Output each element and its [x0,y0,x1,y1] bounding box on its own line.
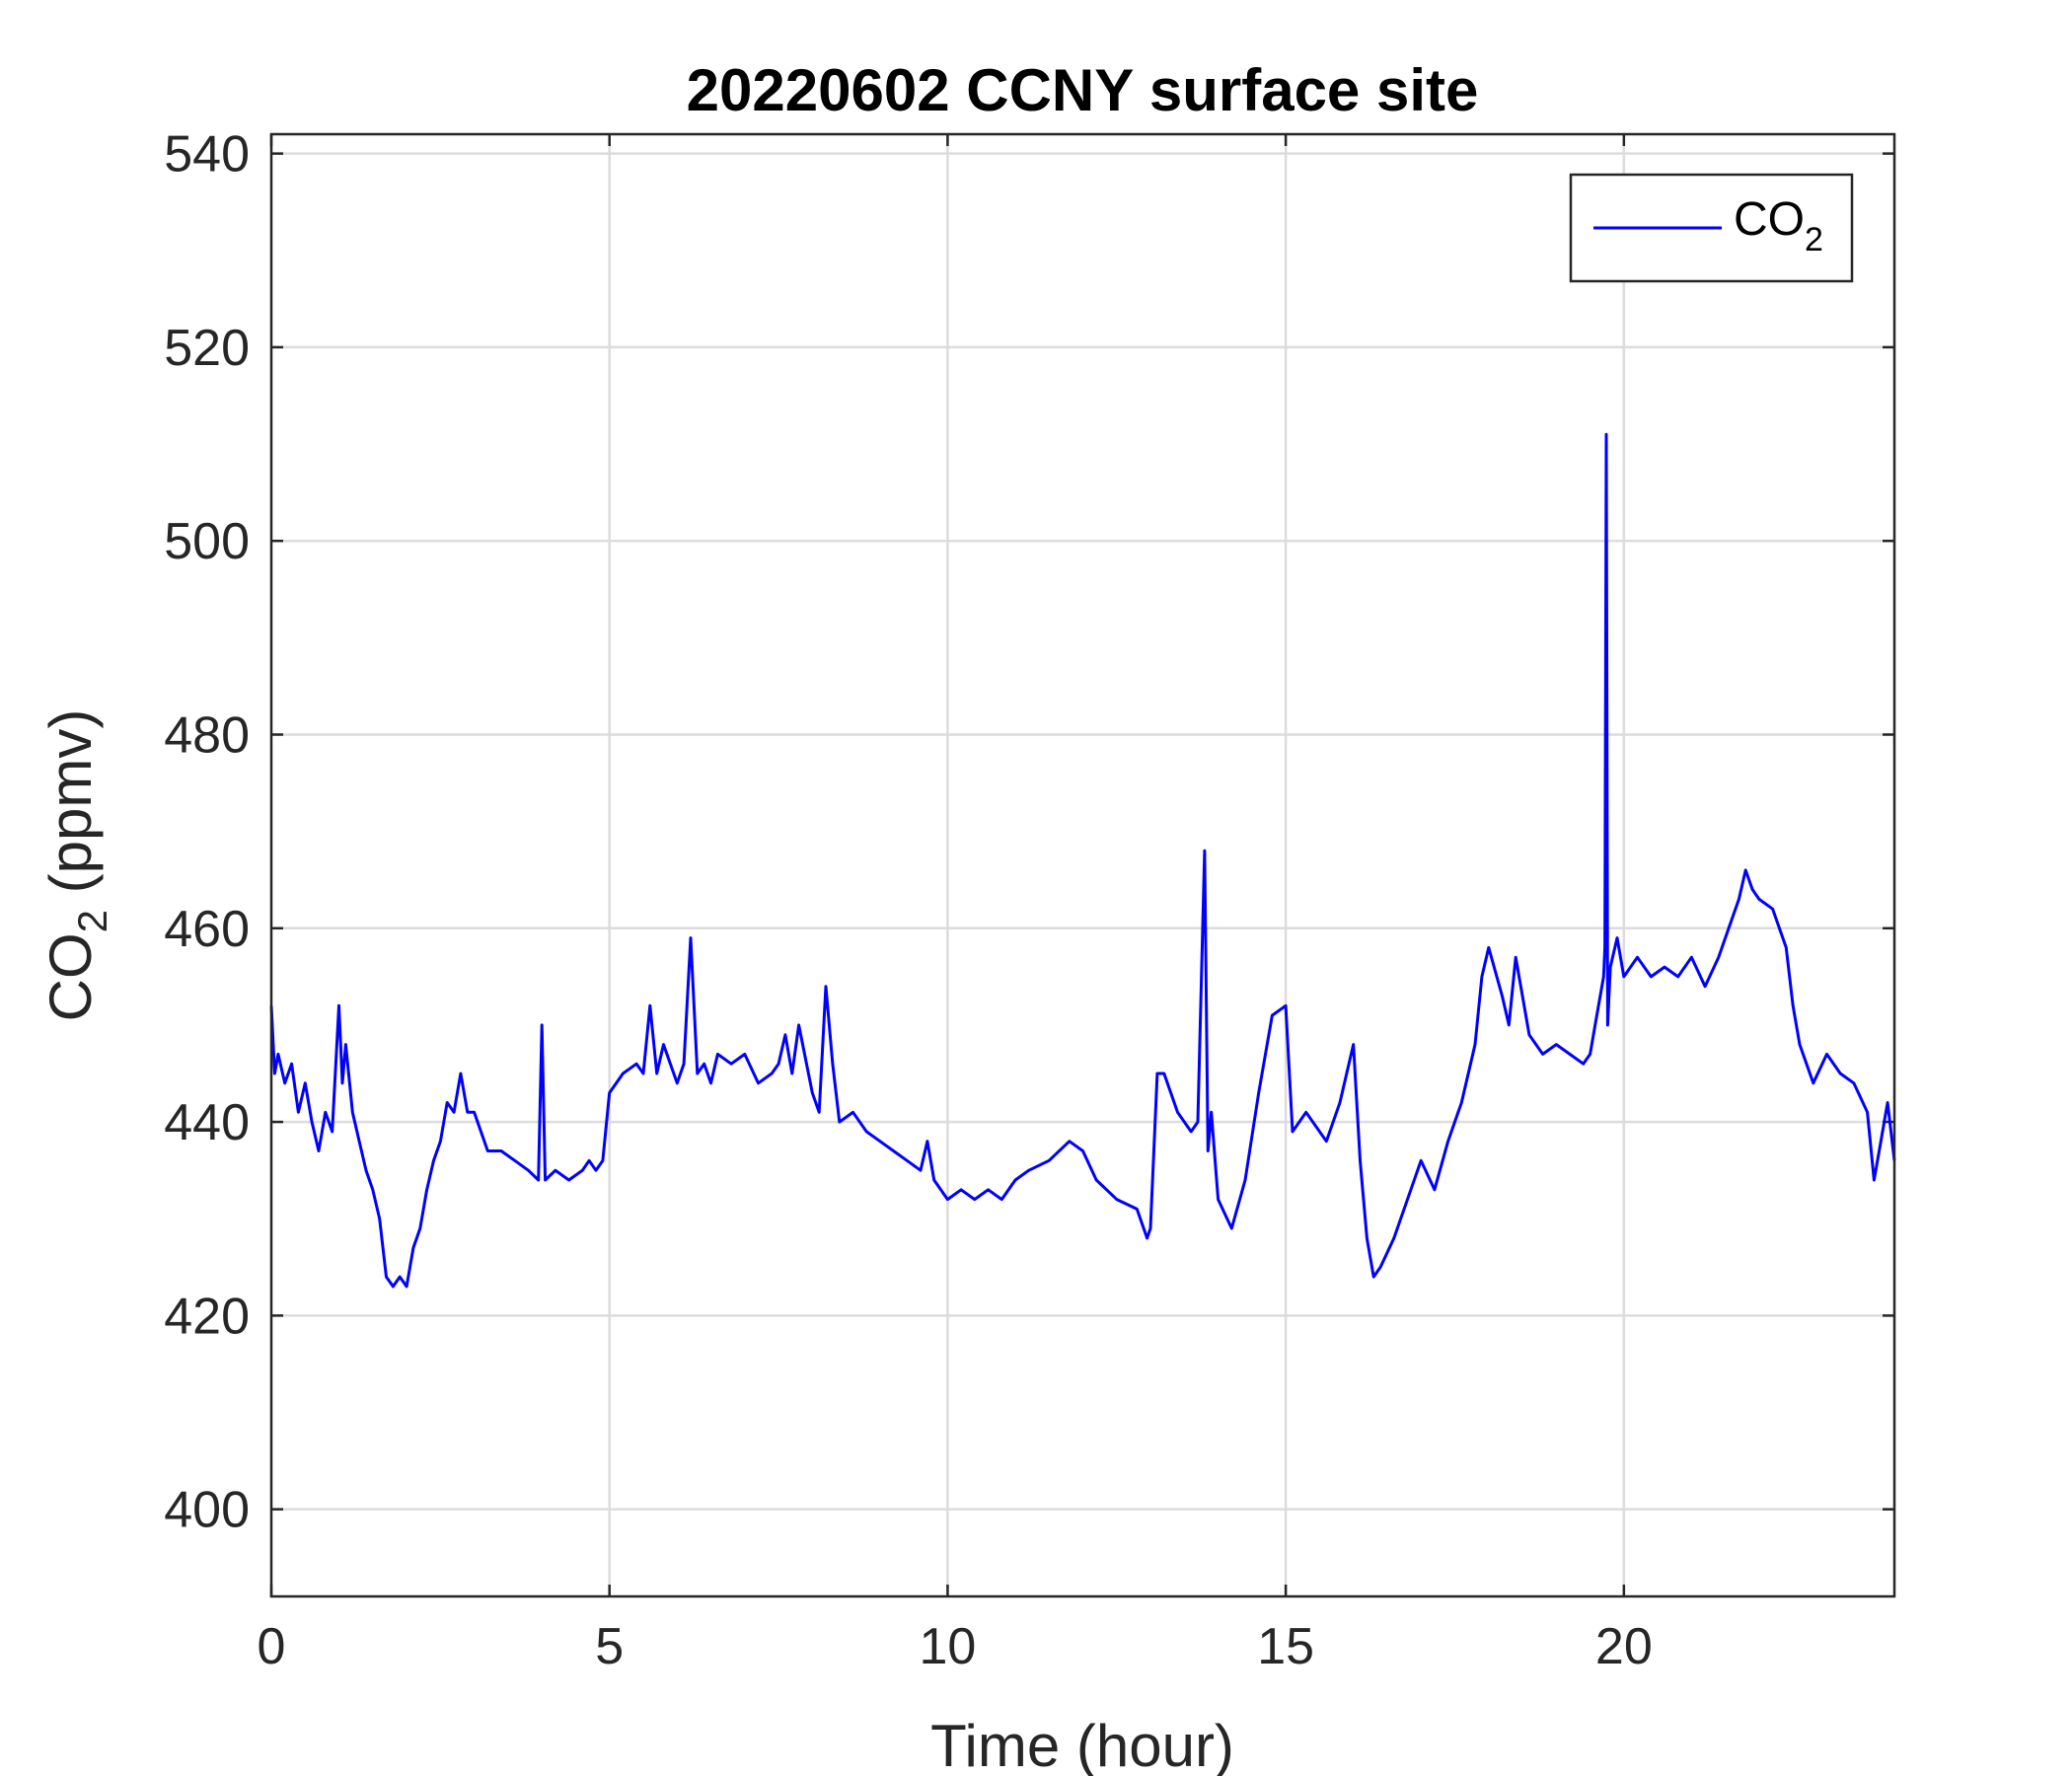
legend-label: CO2 [1734,193,1823,259]
legend-label-main: CO [1734,193,1805,246]
axis-tick-marks [269,134,1894,1596]
chart-title: 20220602 CCNY surface site [687,57,1479,123]
legend: CO2 [1569,173,1854,283]
x-tick-label: 10 [919,1618,976,1675]
plot-frame [269,132,1896,1598]
y-tick-label: 500 [164,513,250,570]
y-tick-label: 540 [164,126,250,184]
x-tick-label: 15 [1257,1618,1314,1675]
y-tick-label: 480 [164,707,250,765]
co2-series-line [269,432,1896,1289]
y-axis-label: CO2 (ppmv) [37,709,115,1022]
y-tick-label: 420 [164,1288,250,1345]
legend-label-sub: 2 [1805,221,1823,259]
x-tick-label: 0 [258,1618,286,1675]
y-tick-labels: 400 420 440 460 480 500 520 540 [164,126,250,1539]
grid-lines [271,134,1894,1596]
x-tick-label: 5 [595,1618,624,1675]
y-axis-label-main: CO [37,932,104,1021]
x-tick-label: 20 [1595,1618,1653,1675]
y-tick-label: 520 [164,320,250,377]
y-tick-label: 440 [164,1094,250,1151]
y-axis-label-unit: (ppmv) [37,709,104,910]
y-axis-label-sub: 2 [69,910,115,932]
x-axis-label: Time (hour) [930,1713,1234,1776]
y-tick-label: 400 [164,1482,250,1539]
x-tick-labels: 0 5 10 15 20 [258,1618,1653,1675]
y-tick-label: 460 [164,901,250,958]
